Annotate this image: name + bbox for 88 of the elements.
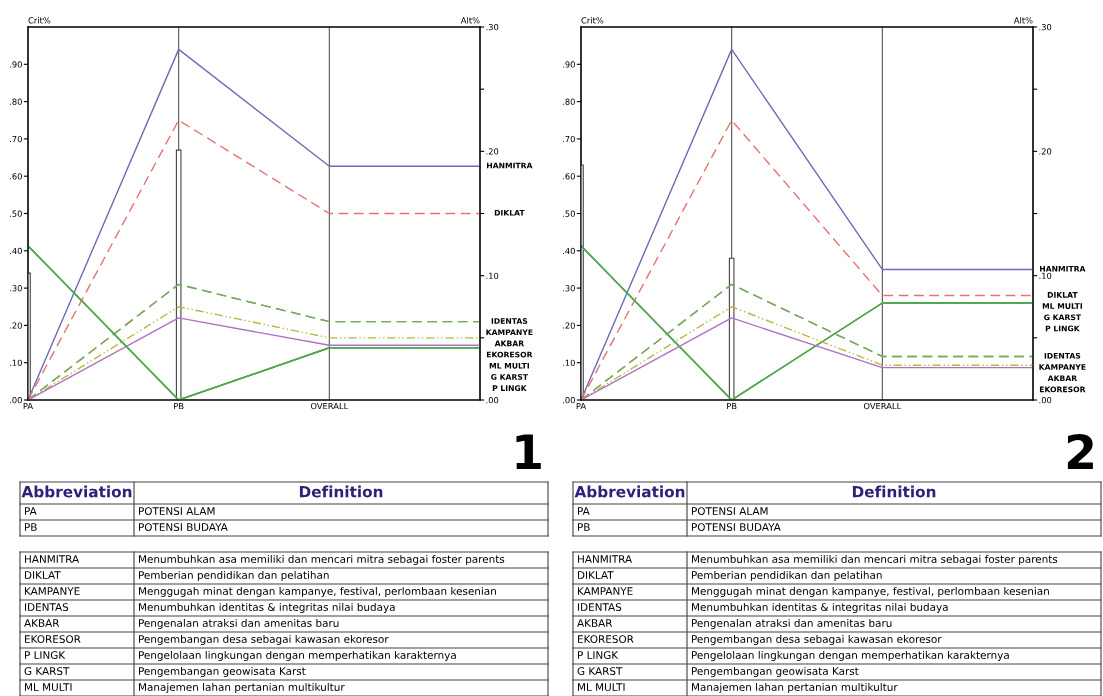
y-tick-label: .00 xyxy=(10,396,22,404)
text: Pengembangan desa sebagai kawasan ekoresor xyxy=(139,634,389,646)
text: Pengenalan atraksi dan amenitas baru xyxy=(692,618,892,630)
y2-tick-label: .20 xyxy=(486,148,499,155)
y2-tick-label: .30 xyxy=(1039,23,1052,31)
y2-tick-label: .00 xyxy=(1039,396,1052,404)
x-tick-label: PA xyxy=(576,403,587,410)
y-tick-label: .20 xyxy=(563,322,575,329)
x-tick-label: PB xyxy=(727,403,737,410)
x-tick-label: PA xyxy=(23,403,34,410)
y-tick-label: .20 xyxy=(10,322,22,329)
text: EKORESOR xyxy=(25,635,81,644)
y-tick-label: .80 xyxy=(563,98,575,105)
text: Menumbuhkan asa memiliki dan mencari mitra sebagai foster parents xyxy=(692,554,1058,566)
text: ML MULTI xyxy=(578,683,625,692)
text: Pengembangan geowisata Karst xyxy=(692,666,859,678)
text: Menumbuhkan identitas & integritas nilai budaya xyxy=(139,602,395,614)
text: DIKLAT xyxy=(25,571,61,579)
text: POTENSI ALAM xyxy=(139,507,215,516)
y2-tick-label: .10 xyxy=(1039,272,1052,279)
y-tick-label: .70 xyxy=(10,135,22,143)
text: Abbreviation xyxy=(21,485,132,498)
text: Manajemen lahan pertanian multikultur xyxy=(692,682,898,694)
text: AKBAR xyxy=(24,619,60,627)
text: Definition xyxy=(852,485,936,498)
y2-tick-label: .10 xyxy=(486,272,499,279)
x-tick-label: PB xyxy=(174,403,184,410)
text: KAMPANYE xyxy=(25,587,80,595)
y-tick-label: .50 xyxy=(563,210,575,217)
text: AKBAR xyxy=(577,619,613,627)
text: HANMITRA xyxy=(25,555,80,563)
text: PA xyxy=(25,507,37,515)
y2-axis-title: Alt% xyxy=(460,17,480,24)
text: Pengelolaan lingkungan dengan memperhatikan karakternya xyxy=(139,650,456,662)
text: Pengenalan atraksi dan amenitas baru xyxy=(139,618,339,630)
text: Pengembangan desa sebagai kawasan ekoresor xyxy=(692,634,942,646)
text: P LINGK xyxy=(578,651,619,660)
text: 1 xyxy=(516,434,541,470)
text: HANMITRA xyxy=(578,555,633,563)
y2-tick-label: .20 xyxy=(1039,148,1052,155)
y2-tick-label: .00 xyxy=(486,396,499,404)
text: Manajemen lahan pertanian multikultur xyxy=(139,682,345,694)
y-axis-title: Crit% xyxy=(28,17,51,24)
y-tick-label: .90 xyxy=(563,61,575,68)
text: P LINGK xyxy=(25,651,66,660)
y-tick-label: .60 xyxy=(10,173,22,180)
text: IDENTAS xyxy=(25,603,69,612)
text: Menggugah minat dengan kampanye, festival, perlombaan kesenian xyxy=(139,586,496,598)
text: Menumbuhkan identitas & integritas nilai budaya xyxy=(692,602,948,614)
y-tick-label: .60 xyxy=(563,173,575,180)
y-tick-label: .10 xyxy=(10,359,22,366)
y-tick-label: .40 xyxy=(563,247,575,255)
y-axis-title: Crit% xyxy=(581,17,604,24)
text: Pemberian pendidikan dan pelatihan xyxy=(139,570,329,582)
y2-axis-title: Alt% xyxy=(1013,17,1033,24)
text: ML MULTI xyxy=(25,683,72,692)
text: Pemberian pendidikan dan pelatihan xyxy=(692,570,882,582)
text: POTENSI ALAM xyxy=(692,507,768,516)
text: PB xyxy=(578,523,590,531)
text: KAMPANYE xyxy=(578,587,633,595)
y-tick-label: .10 xyxy=(563,359,575,366)
x-tick-label: OVERALL xyxy=(310,402,349,410)
y-tick-label: .80 xyxy=(10,98,22,105)
y-tick-label: .50 xyxy=(10,210,22,217)
y-tick-label: .00 xyxy=(563,396,575,404)
text: Abbreviation xyxy=(574,485,685,498)
text: PA xyxy=(578,507,590,515)
text: POTENSI BUDAYA xyxy=(139,523,228,532)
text: Pengelolaan lingkungan dengan memperhatikan karakternya xyxy=(692,650,1009,662)
text: Pengembangan geowisata Karst xyxy=(139,666,306,678)
text: G KARST xyxy=(577,667,623,676)
text: Definition xyxy=(299,485,383,498)
text: DIKLAT xyxy=(578,571,614,579)
text: IDENTAS xyxy=(578,603,622,612)
y-tick-label: .70 xyxy=(563,135,575,143)
y-tick-label: .90 xyxy=(10,61,22,68)
y-tick-label: .30 xyxy=(563,285,575,292)
text: Menumbuhkan asa memiliki dan mencari mitra sebagai foster parents xyxy=(139,554,505,566)
text: POTENSI BUDAYA xyxy=(692,523,781,532)
text: G KARST xyxy=(24,667,70,676)
text: Menggugah minat dengan kampanye, festival, perlombaan kesenian xyxy=(692,586,1049,598)
text: 2 xyxy=(1067,433,1093,470)
y-tick-label: .30 xyxy=(10,285,22,292)
x-tick-label: OVERALL xyxy=(863,402,902,410)
y2-tick-label: .30 xyxy=(486,23,499,31)
y-tick-label: .40 xyxy=(10,247,22,255)
text: EKORESOR xyxy=(578,635,634,644)
text: PB xyxy=(25,523,37,531)
